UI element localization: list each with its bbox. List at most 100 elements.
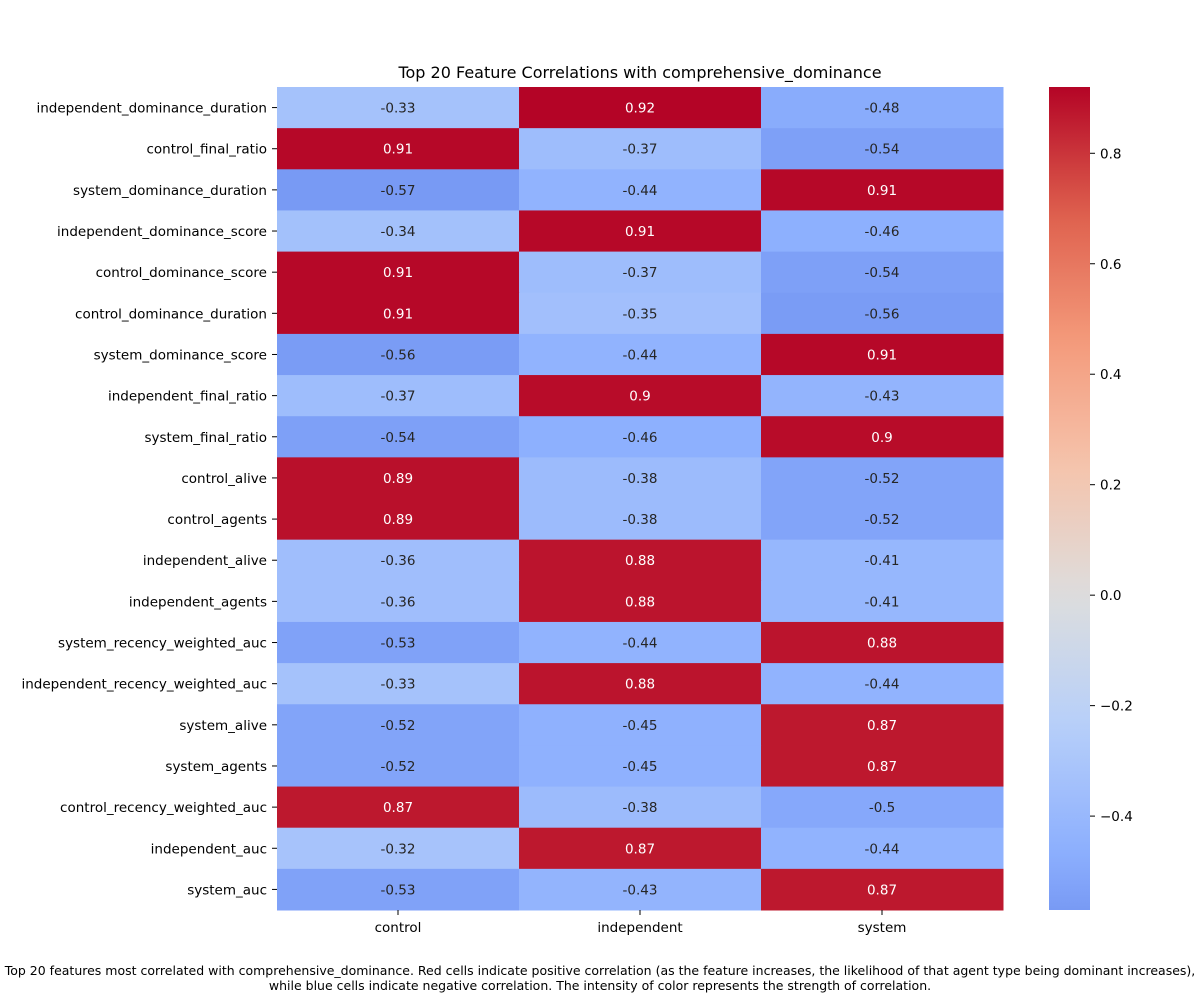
column-labels: control independent system [375,910,906,936]
cell-value-label: -0.33 [381,101,416,117]
column-label: control [375,920,422,936]
heatmap-cell [761,786,1004,829]
cell-value-label: -0.46 [623,430,658,446]
heatmap-cell [277,251,520,294]
heatmap-cell [277,868,520,911]
heatmap-cell [277,292,520,335]
heatmap-cell [519,663,762,705]
cell-value-label: -0.46 [865,224,900,240]
cell-value-label: 0.89 [383,471,413,487]
cell-value-label: 0.87 [625,841,655,857]
cell-value-label: -0.54 [865,142,900,158]
row-label: independent_dominance_score [57,224,267,240]
heatmap-cell [277,539,520,582]
cell-value-label: -0.52 [865,471,900,487]
row-label: independent_alive [143,553,267,569]
cell-value-label: -0.32 [381,841,416,857]
heatmap-cell [519,210,762,253]
cell-value-label: -0.44 [623,183,658,199]
row-label: system_alive [179,718,267,734]
heatmap-cell [277,169,520,211]
heatmap-cell [519,169,762,211]
cell-value-label: 0.91 [383,306,413,322]
heatmap-cell [277,416,520,458]
cell-value-label: 0.87 [867,882,897,898]
cell-value-label: -0.37 [623,265,658,281]
row-label: independent_final_ratio [108,389,267,405]
heatmap-cell [277,128,520,170]
cell-value-label: -0.38 [623,800,658,816]
row-label: system_recency_weighted_auc [58,636,267,652]
cell-value-label: -0.41 [865,594,900,610]
heatmap-cell [519,457,762,499]
heatmap-cell [761,663,1004,705]
heatmap-cell [277,704,520,746]
heatmap-cells: -0.33 0.92 -0.48 0.91 -0.37 -0.54 -0.57 -0.44 0.… [277,87,1004,911]
cell-value-label: -0.44 [623,636,658,652]
row-label: control_dominance_score [96,265,267,281]
cell-value-label: -0.41 [865,553,900,569]
row-label: control_agents [167,512,267,528]
cell-value-label: 0.91 [867,183,897,199]
heatmap-cell [277,580,520,623]
cell-value-label: -0.54 [381,430,416,446]
heatmap-cell [519,745,762,788]
caption-line-2: while blue cells indicate negative corre… [268,978,932,993]
cell-value-label: -0.43 [865,389,900,405]
heatmap-cell [277,333,520,376]
heatmap-cell [277,663,520,705]
heatmap-cell [277,498,520,541]
heatmap-cell [761,128,1004,170]
cell-value-label: -0.34 [381,224,416,240]
caption-line-1: Top 20 features most correlated with com… [4,963,1196,978]
cell-value-label: -0.56 [865,306,900,322]
heatmap-cell [761,745,1004,788]
cell-value-label: -0.35 [623,306,658,322]
colorbar-tick-label: 0.0 [1100,588,1121,604]
heatmap-cell [277,87,520,129]
heatmap-cell [519,827,762,870]
heatmap-cell [277,210,520,253]
colorbar: 0.8 0.6 0.4 0.2 0.0 −0.2 −0.4 [1049,87,1133,910]
colorbar-tick-label: 0.6 [1100,257,1121,273]
colorbar-tick-label: −0.4 [1100,809,1133,825]
column-label: independent [597,920,682,936]
cell-value-label: 0.91 [383,265,413,281]
heatmap-cell [519,704,762,746]
heatmap-cell [277,621,520,664]
heatmap-cell [519,333,762,376]
row-label: independent_dominance_duration [37,101,268,117]
cell-value-label: -0.56 [381,347,416,363]
cell-value-label: 0.91 [867,347,897,363]
row-label: system_dominance_duration [73,183,267,199]
cell-value-label: -0.44 [865,841,900,857]
cell-value-label: -0.37 [623,142,658,158]
heatmap-cell [761,498,1004,541]
row-label: independent_agents [129,594,267,610]
cell-value-label: -0.33 [381,677,416,693]
heatmap-cell [519,786,762,829]
row-label: control_alive [181,471,267,487]
heatmap-cell [761,621,1004,664]
heatmap-cell [519,416,762,458]
heatmap-cell [761,251,1004,294]
cell-value-label: 0.9 [629,389,650,405]
heatmap-cell [761,333,1004,376]
cell-value-label: 0.89 [383,512,413,528]
heatmap-cell [761,868,1004,911]
cell-value-label: -0.52 [381,759,416,775]
heatmap-cell [277,457,520,499]
colorbar-ticks: 0.8 0.6 0.4 0.2 0.0 −0.2 −0.4 [1090,146,1133,825]
cell-value-label: -0.36 [381,553,416,569]
row-label: control_final_ratio [146,142,267,158]
cell-value-label: 0.88 [867,636,897,652]
heatmap-cell [519,621,762,664]
cell-value-label: 0.9 [871,430,892,446]
heatmap-cell [761,827,1004,870]
heatmap-cell [761,539,1004,582]
heatmap-cell [761,704,1004,746]
cell-value-label: -0.44 [623,347,658,363]
heatmap-cell [519,539,762,582]
cell-value-label: 0.92 [625,101,655,117]
